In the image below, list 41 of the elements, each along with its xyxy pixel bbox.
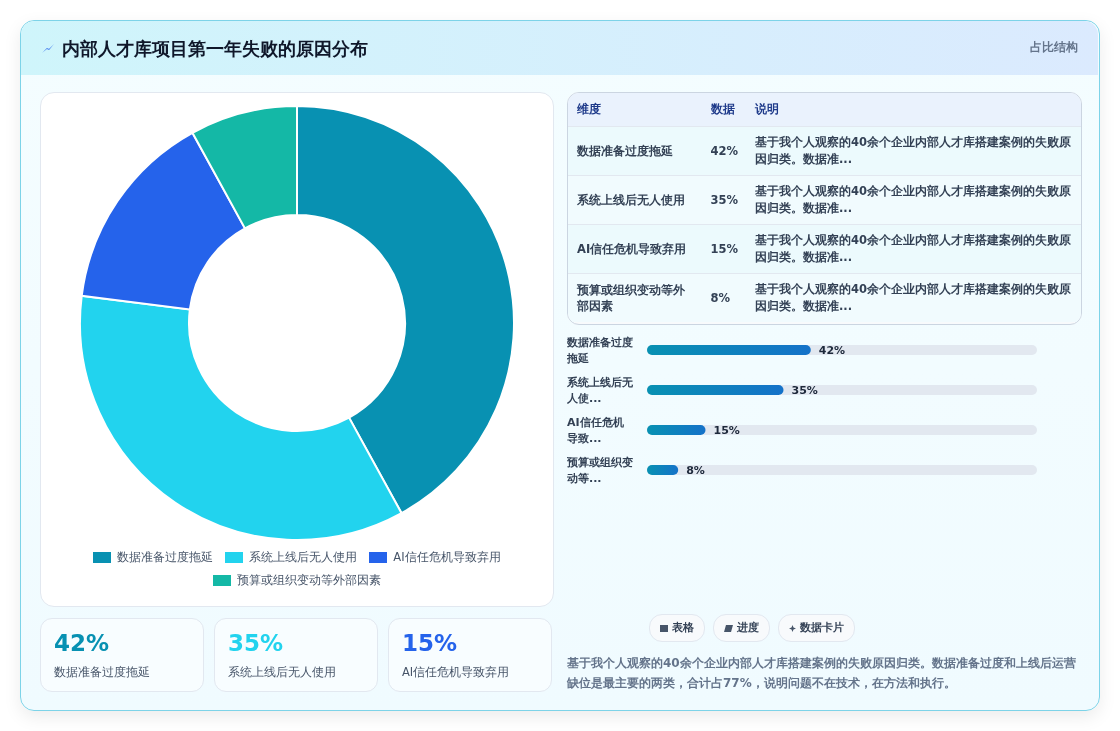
text: 数据 xyxy=(709,100,736,118)
text: 35% xyxy=(709,191,740,209)
text: 进度 xyxy=(737,621,759,635)
text: 数据卡片 xyxy=(800,621,844,635)
legend-label: AI信任危机导致弃用 xyxy=(393,550,501,565)
data-label: 42% xyxy=(818,344,846,357)
text: 15% xyxy=(402,630,458,656)
text: 8% xyxy=(709,289,732,307)
text: 系统上线后无人使用 xyxy=(577,191,686,208)
text: 35% xyxy=(228,630,284,656)
text: AI信任危机导致弃用 xyxy=(577,240,688,257)
text: 系统上线后无人使用 xyxy=(228,665,336,680)
bar xyxy=(647,425,706,435)
y-tick-label: 数据准备过度拖延 xyxy=(566,336,633,365)
text: 数据准备过度拖延 xyxy=(54,665,150,680)
text: 42% xyxy=(54,630,110,656)
bar xyxy=(647,465,679,475)
text: 基于我个人观察的40余个企业内部人才库搭建案例的失败原因归类。数据准备过度和上线后运营缺位是最主要的两类，合计占77%，说明问题不在技术，在方法和执行。 xyxy=(567,655,1077,692)
text: 基于我个人观察的40余个企业内部人才库搭建案例的失败原因归类。数据准... xyxy=(754,280,1072,315)
legend-label: 数据准备过度拖延 xyxy=(117,550,214,565)
data-label: 8% xyxy=(686,464,705,477)
legend-label: 系统上线后无人使用 xyxy=(249,550,358,565)
text: 基于我个人观察的40余个企业内部人才库搭建案例的失败原因归类。数据准... xyxy=(754,231,1072,266)
text: AI信任危机导致弃用 xyxy=(402,665,510,680)
text: 42% xyxy=(709,142,740,160)
legend-label: 预算或组织变动等外部因素 xyxy=(237,573,381,588)
text: 基于我个人观察的40余个企业内部人才库搭建案例的失败原因归类。数据准... xyxy=(754,182,1072,217)
y-tick-label: 预算或组织变动等... xyxy=(566,456,633,485)
text: 占比结构 xyxy=(1030,40,1078,55)
y-tick-label: AI信任危机导致... xyxy=(567,416,624,445)
text: 表格 xyxy=(672,621,694,635)
y-tick-label: 系统上线后无人使... xyxy=(566,376,634,405)
text: 15% xyxy=(709,240,740,258)
data-label: 35% xyxy=(791,384,818,397)
text: 说明 xyxy=(753,100,780,118)
data-label: 15% xyxy=(713,424,740,437)
text: 维度 xyxy=(576,100,602,118)
text: 预算或组织变动等外部因素 xyxy=(577,281,686,314)
text: 基于我个人观察的40余个企业内部人才库搭建案例的失败原因归类。数据准... xyxy=(754,133,1072,168)
text: 数据准备过度拖延 xyxy=(577,142,674,159)
chart-title: 内部人才库项目第一年失败的原因分布 xyxy=(62,38,368,61)
